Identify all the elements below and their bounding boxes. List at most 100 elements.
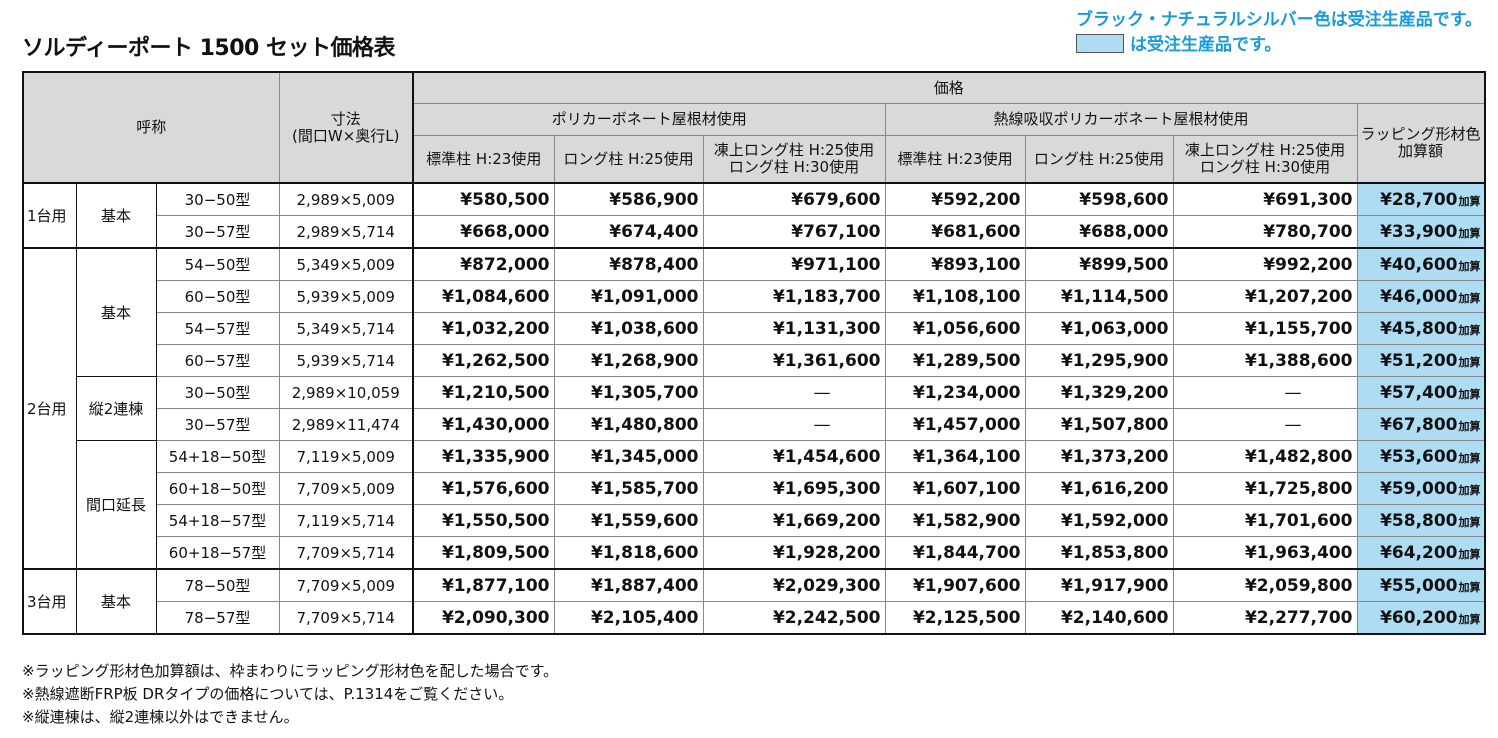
price-cell: ¥1,576,600 [412, 472, 555, 505]
price-cell: ¥1,457,000 [884, 408, 1026, 441]
table-row: 60−57型 5,939×5,714 ¥1,262,500 ¥1,268,900 ¥1,… [23, 344, 1486, 377]
header-wrap-label-2: 加算額 [1398, 142, 1444, 160]
price-cell: ¥872,000 [412, 247, 555, 281]
price-cell: ¥2,059,800 [1172, 568, 1358, 602]
add-suffix: 加算 [1458, 194, 1481, 208]
add-suffix: 加算 [1458, 612, 1481, 626]
price-cell: ¥767,100 [702, 215, 886, 249]
table-row: 78−57型 7,709×5,714 ¥2,090,300 ¥2,105,400 ¥2,… [23, 601, 1486, 635]
wrap-add-cell: ¥60,200加算 [1356, 601, 1486, 635]
price-cell: ¥1,084,600 [412, 280, 555, 313]
price-cell: ¥691,300 [1172, 182, 1358, 216]
wrap-add-value: ¥46,000 [1380, 286, 1458, 307]
price-cell: ¥780,700 [1172, 215, 1358, 249]
price-cell: ¥688,000 [1024, 215, 1174, 249]
add-suffix: 加算 [1458, 515, 1481, 529]
price-cell: ¥1,183,700 [702, 280, 886, 313]
price-cell: ¥1,038,600 [553, 312, 704, 345]
subgroup-label: 間口延長 [75, 440, 157, 570]
price-cell: ¥878,400 [553, 247, 704, 281]
table-row: 60−50型 5,939×5,009 ¥1,084,600 ¥1,091,000 ¥1,… [23, 280, 1486, 313]
price-cell: ¥992,200 [1172, 247, 1358, 281]
add-suffix: 加算 [1458, 483, 1481, 497]
header-col-standard: 標準柱 H:23使用 [412, 135, 555, 184]
price-cell: ¥681,600 [884, 215, 1026, 249]
subgroup-label: 基本 [75, 182, 157, 249]
group-label: 1台用 [22, 182, 77, 249]
price-cell: ¥1,430,000 [412, 408, 555, 441]
price-cell: ¥1,295,900 [1024, 344, 1174, 377]
price-cell: ¥1,917,900 [1024, 568, 1174, 602]
table-row: 30−57型 2,989×5,714 ¥668,000 ¥674,400 ¥767,10… [23, 215, 1486, 249]
header-col-frost-long-2-2: ロング柱 H:30使用 [1199, 158, 1331, 176]
wrap-add-value: ¥59,000 [1380, 478, 1458, 499]
add-suffix: 加算 [1458, 355, 1481, 369]
price-cell: ¥1,262,500 [412, 344, 555, 377]
price-cell: ¥1,454,600 [702, 440, 886, 473]
price-cell: ¥1,701,600 [1172, 504, 1358, 537]
price-cell: ¥1,210,500 [412, 376, 555, 409]
price-cell: — [702, 408, 886, 441]
model-cell: 30−50型 [155, 182, 280, 216]
add-suffix: 加算 [1458, 451, 1481, 465]
price-cell: ¥1,056,600 [884, 312, 1026, 345]
model-cell: 78−50型 [155, 568, 280, 602]
footnote: ※縦連棟は、縦2連棟以外はできません。 [22, 708, 299, 726]
header-size-label: 寸法 [330, 109, 361, 128]
header-size-sub: (間口W×奥行L) [292, 126, 400, 145]
price-cell: ¥1,335,900 [412, 440, 555, 473]
table-row: 54+18−57型 7,119×5,714 ¥1,550,500 ¥1,559,600… [23, 504, 1486, 537]
made-to-order-notice: ブラック・ナチュラルシルバー色は受注生産品です。 は受注生産品です。 [1076, 8, 1482, 58]
size-cell: 2,989×11,474 [278, 408, 414, 441]
price-cell: ¥2,140,600 [1024, 601, 1174, 635]
add-suffix: 加算 [1458, 580, 1481, 594]
size-cell: 5,349×5,009 [278, 247, 414, 281]
header-roof-polycarbonate: ポリカーボネート屋根材使用 [412, 103, 886, 136]
model-cell: 54+18−57型 [155, 504, 280, 537]
price-cell: ¥668,000 [412, 215, 555, 249]
subgroup-label: 縦2連棟 [75, 376, 157, 441]
price-cell: ¥1,725,800 [1172, 472, 1358, 505]
page-title: ソルディーポート 1500 セット価格表 [22, 36, 396, 61]
model-cell: 78−57型 [155, 601, 280, 635]
price-cell: ¥1,131,300 [702, 312, 886, 345]
wrap-add-value: ¥58,800 [1380, 510, 1458, 531]
price-cell: ¥1,877,100 [412, 568, 555, 602]
table-row: 54−57型 5,349×5,714 ¥1,032,200 ¥1,038,600 ¥1,… [23, 312, 1486, 345]
wrap-add-cell: ¥67,800加算 [1356, 408, 1486, 441]
size-cell: 2,989×10,059 [278, 376, 414, 409]
header-col-frost-long-2-1: 凍上ロング柱 H:25使用 [1184, 141, 1346, 159]
wrap-add-cell: ¥51,200加算 [1356, 344, 1486, 377]
table-row: 間口延長 54+18−50型 7,119×5,009 ¥1,335,900 ¥1,345… [23, 440, 1486, 570]
model-cell: 60+18−50型 [155, 472, 280, 505]
price-cell: ¥1,818,600 [553, 536, 704, 570]
wrap-add-value: ¥51,200 [1380, 350, 1458, 371]
table-row: 60+18−50型 7,709×5,009 ¥1,576,600 ¥1,585,700… [23, 472, 1486, 505]
model-cell: 54−57型 [155, 312, 280, 345]
wrap-add-cell: ¥46,000加算 [1356, 280, 1486, 313]
price-cell: ¥1,582,900 [884, 504, 1026, 537]
price-cell: ¥674,400 [553, 215, 704, 249]
size-cell: 5,939×5,714 [278, 344, 414, 377]
price-cell: ¥1,114,500 [1024, 280, 1174, 313]
model-cell: 54+18−50型 [155, 440, 280, 473]
model-cell: 54−50型 [155, 247, 280, 281]
header-col-long: ロング柱 H:25使用 [553, 135, 704, 184]
price-cell: ¥580,500 [412, 182, 555, 216]
size-cell: 5,349×5,714 [278, 312, 414, 345]
add-suffix: 加算 [1458, 291, 1481, 305]
group-label: 3台用 [22, 568, 77, 635]
price-cell: ¥1,329,200 [1024, 376, 1174, 409]
wrap-add-cell: ¥58,800加算 [1356, 504, 1486, 537]
price-cell: ¥1,234,000 [884, 376, 1026, 409]
price-table-body: 1台用 基本 30−50型 2,989×5,009 ¥580,500 ¥586,900 ¥6… [22, 182, 1486, 635]
price-cell: ¥586,900 [553, 182, 704, 216]
wrap-add-cell: ¥57,400加算 [1356, 376, 1486, 409]
size-cell: 5,939×5,009 [278, 280, 414, 313]
price-cell: ¥679,600 [702, 182, 886, 216]
price-cell: ¥1,907,600 [884, 568, 1026, 602]
table-row: 縦2連棟 30−50型 2,989×10,059 ¥1,210,500 ¥1,305,7… [23, 376, 1486, 441]
price-cell: ¥1,108,100 [884, 280, 1026, 313]
notice-line-2: は受注生産品です。 [1076, 33, 1482, 58]
price-cell: ¥2,105,400 [553, 601, 704, 635]
